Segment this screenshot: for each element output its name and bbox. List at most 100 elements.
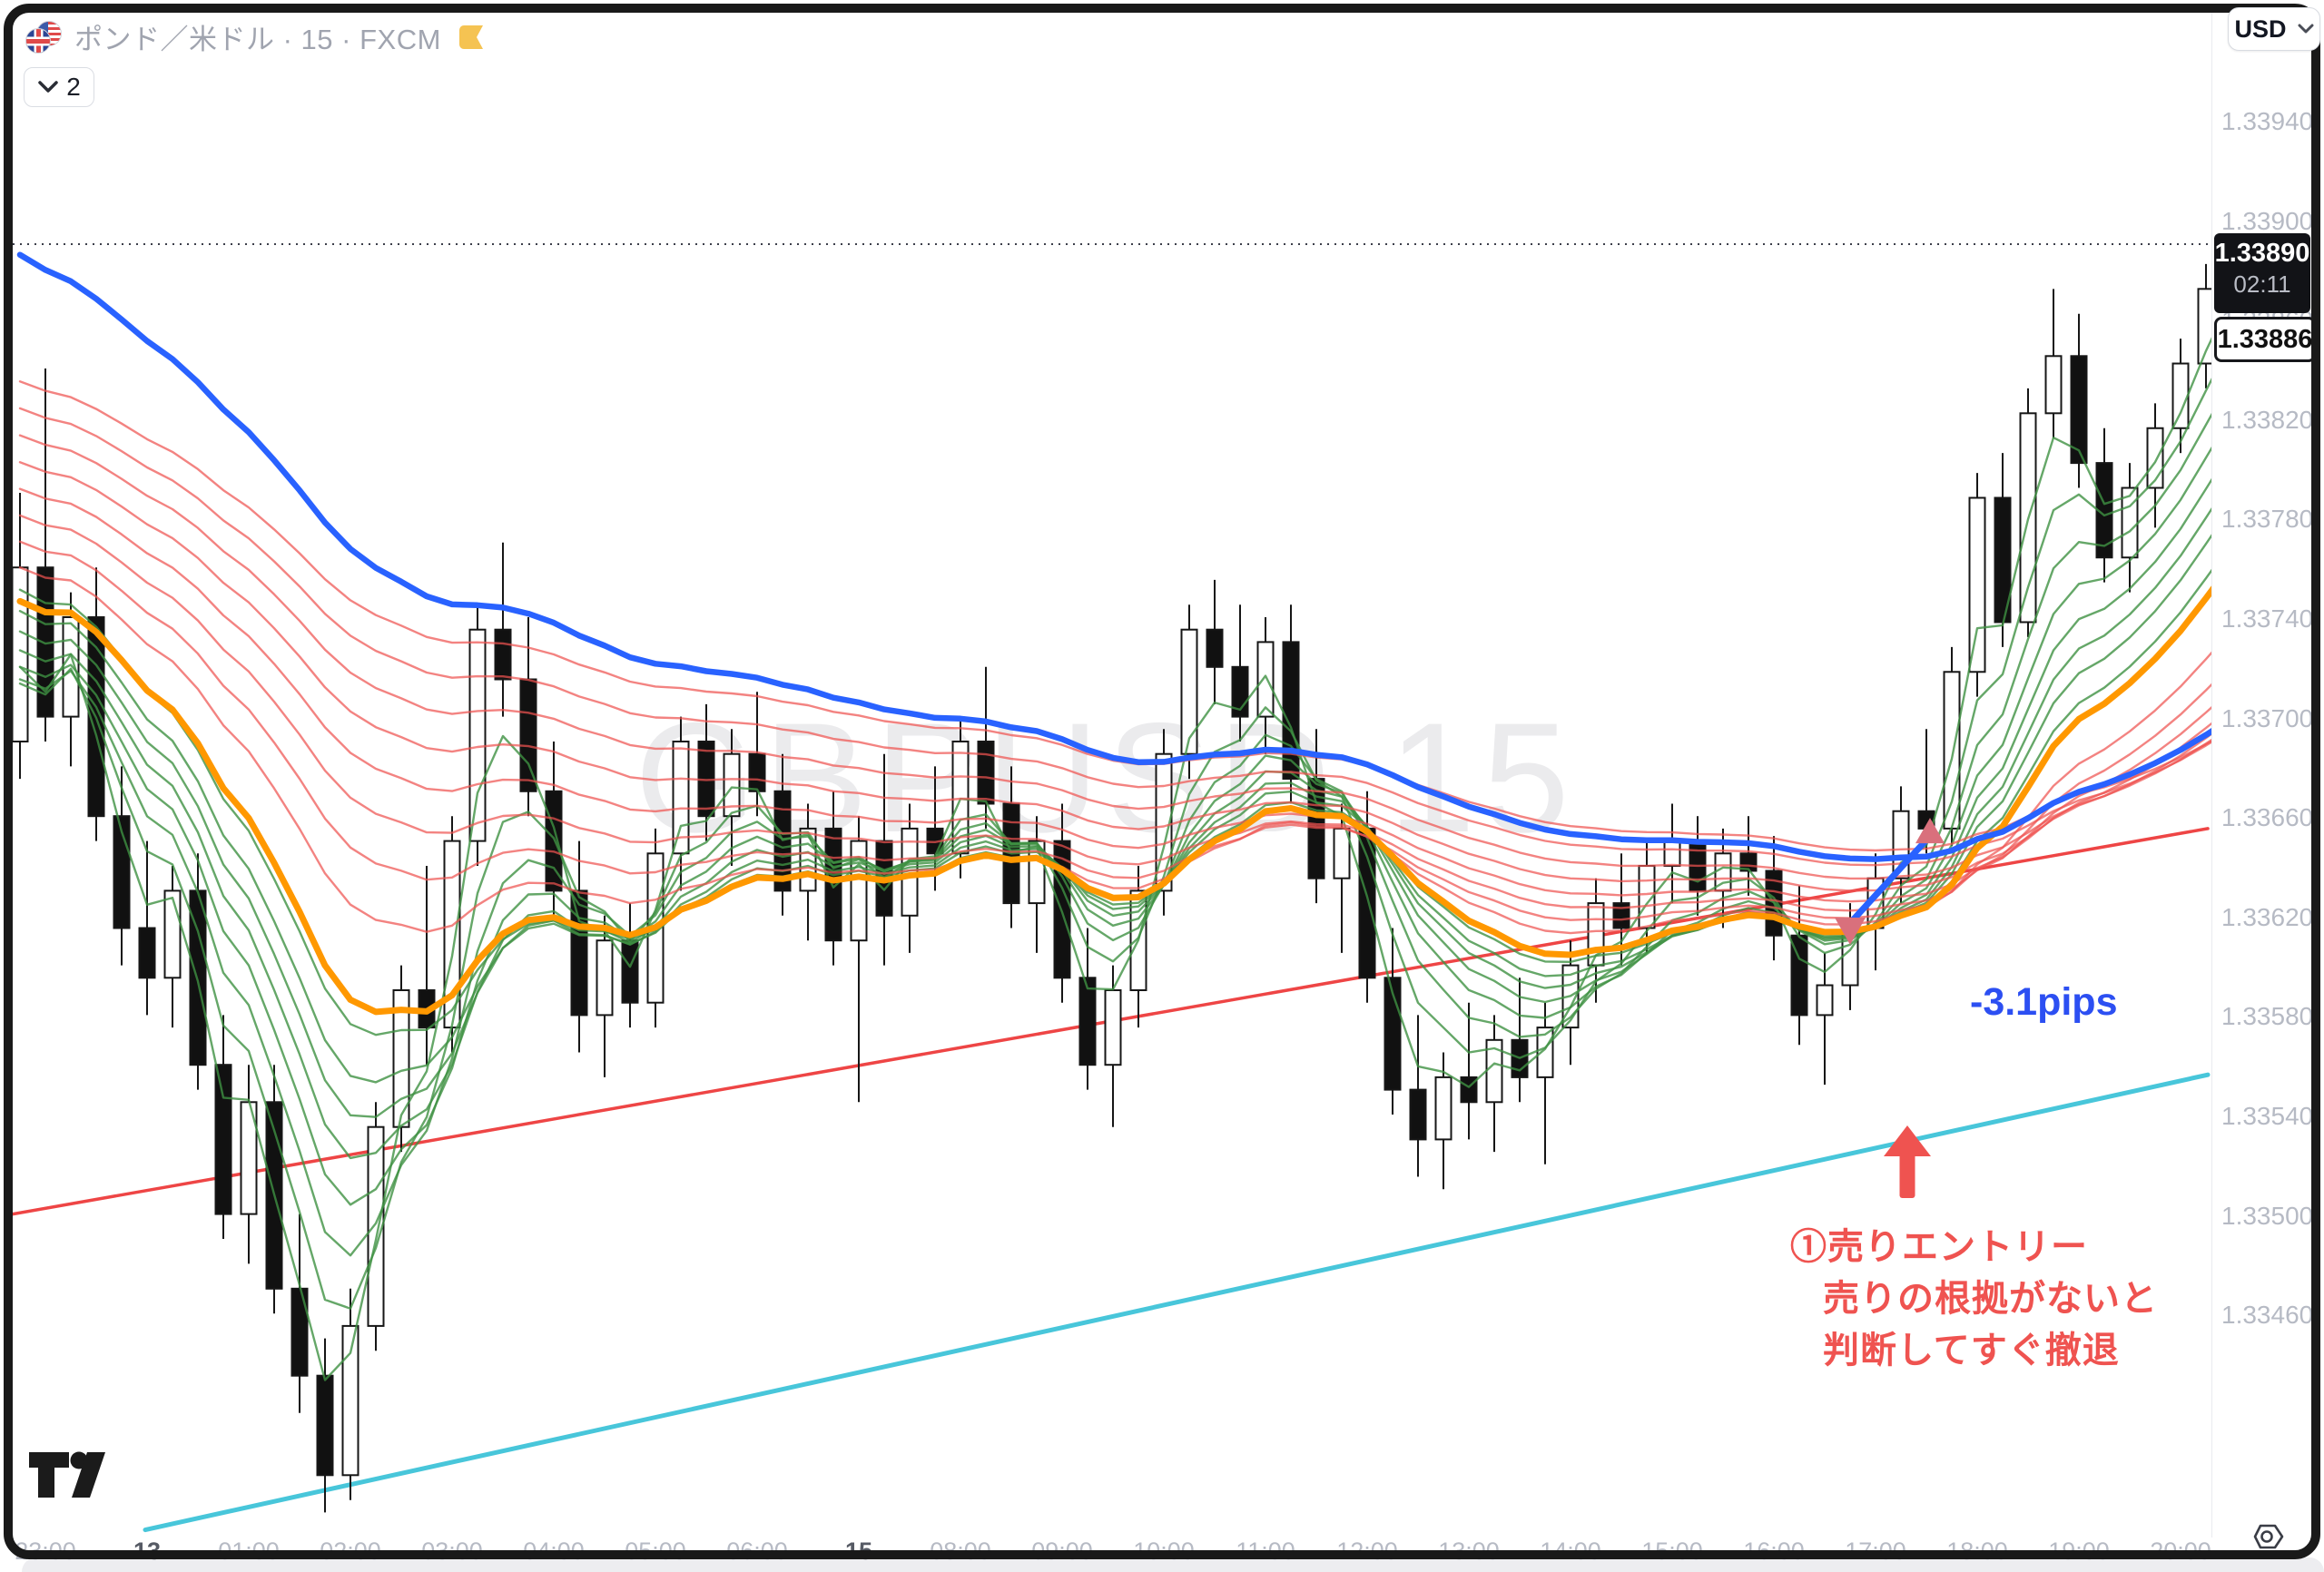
time-axis[interactable]: 23:00 13 01:00 02:00 03:00 04:00 05:00 06:00 15 0…	[13, 1534, 2211, 1565]
background-window-edge	[22, 1557, 2324, 1572]
price-tick-label: 1.33940	[2221, 107, 2314, 135]
candle-up	[468, 628, 487, 842]
price-tick-label: 1.33460	[2221, 1301, 2314, 1330]
time-tick-label: 08:00	[930, 1538, 991, 1565]
candle-down	[1612, 902, 1630, 929]
candle-up	[723, 752, 741, 818]
sell-entry-marker[interactable]	[1835, 918, 1866, 946]
up-arrow-icon	[1884, 1125, 1931, 1156]
bar-countdown: 02:11	[2233, 270, 2291, 298]
candle-up	[1943, 671, 1961, 830]
candle-down	[1078, 977, 1097, 1066]
gbpusd-flags-icon	[25, 20, 62, 54]
time-tick-label: 20:00	[2150, 1538, 2211, 1565]
time-tick-label: 04:00	[523, 1538, 585, 1565]
price-tick-label: 1.33780	[2221, 505, 2314, 534]
candle-up	[1536, 1027, 1554, 1078]
price-tick-label: 1.33580	[2221, 1002, 2314, 1031]
candle-down	[1409, 1088, 1427, 1141]
gear-icon[interactable]	[2251, 1521, 2288, 1552]
price-tick-label: 1.33900	[2221, 206, 2314, 235]
delayed-flag-icon[interactable]	[458, 24, 485, 51]
time-tick-label: 02:00	[320, 1538, 381, 1565]
green-ema-ribbon	[18, 568, 2211, 1037]
candle-down	[621, 939, 639, 1004]
candle-down	[214, 1064, 232, 1215]
symbol-title: ポンド／米ドル · 15 · FXCM	[74, 24, 441, 55]
time-tick-label: 16:00	[1743, 1538, 1805, 1565]
price-tick-label: 1.33540	[2221, 1102, 2314, 1130]
time-tick-label: 06:00	[726, 1538, 788, 1565]
candle-up	[367, 1125, 385, 1327]
time-tick-label: 12:00	[1336, 1538, 1398, 1565]
candle-down	[138, 927, 156, 979]
currency-label: USD	[2234, 15, 2287, 43]
price-tick-label: 1.33660	[2221, 803, 2314, 832]
entry-note-line: 売りの根拠がないと	[1823, 1279, 2158, 1319]
time-tick-label: 19:00	[2048, 1538, 2110, 1565]
cyan-trendline[interactable]	[143, 1072, 2211, 1533]
time-tick-label: 05:00	[625, 1538, 686, 1565]
time-tick-label: 17:00	[1845, 1538, 1906, 1565]
candle-up	[850, 840, 868, 942]
red-ema-ribbon	[18, 514, 2211, 912]
candle-down	[570, 889, 588, 1017]
green-ema-ribbon	[18, 446, 2211, 1206]
time-tick-label: 13:00	[1438, 1538, 1500, 1565]
time-tick-label: 13	[133, 1538, 162, 1565]
entry-note-line: ①売りエントリー	[1790, 1227, 2088, 1267]
pips-result-label: -3.1pips	[1970, 980, 2118, 1024]
time-tick-label: 23:00	[15, 1538, 76, 1565]
candle-down	[1206, 628, 1224, 668]
chart-pane[interactable]	[13, 13, 2211, 1538]
candle-up	[1256, 641, 1275, 718]
candle-up	[1816, 984, 1834, 1017]
trade-line[interactable]	[1846, 832, 1934, 927]
red-ema-ribbon	[18, 487, 2211, 903]
time-tick-label: 11:00	[1236, 1538, 1295, 1565]
price-tick-label: 1.33500	[2221, 1201, 2314, 1230]
up-arrow-icon	[1899, 1153, 1915, 1198]
candle-up	[341, 1324, 359, 1477]
time-tick-label: 10:00	[1133, 1538, 1195, 1565]
currency-dropdown[interactable]: USD	[2228, 7, 2320, 51]
price-tick-label: 1.33740	[2221, 604, 2314, 633]
candle-up	[596, 939, 614, 1017]
red-ema-ribbon	[18, 434, 2211, 880]
entry-note: ①売りエントリー 売りの根拠がないと 判断してすぐ撤退	[1790, 1222, 2158, 1377]
candle-down	[494, 628, 512, 681]
candle-down	[977, 741, 995, 805]
legend-collapse-button[interactable]: 2	[24, 67, 94, 107]
time-tick-label: 14:00	[1540, 1538, 1601, 1565]
price-axis-separator	[2211, 13, 2212, 1538]
candle-up	[1434, 1076, 1452, 1141]
price-tick-label: 1.33620	[2221, 902, 2314, 931]
chevron-down-icon	[2298, 24, 2313, 34]
candle-down	[2070, 355, 2088, 465]
time-tick-label: 01:00	[218, 1538, 280, 1565]
bid-price-box: 1.33886	[2214, 317, 2316, 362]
exit-marker[interactable]	[1915, 818, 1945, 844]
red-ema-ribbon	[18, 540, 2211, 921]
chevron-down-icon	[38, 81, 58, 93]
indicator-count: 2	[66, 73, 81, 101]
red-ema-ribbon	[18, 407, 2211, 867]
time-tick-label: 15	[844, 1538, 873, 1565]
candle-up	[1104, 989, 1122, 1066]
candle-up	[1968, 496, 1986, 673]
red-ema-ribbon	[18, 566, 2211, 935]
symbol-legend: ポンド／米ドル · 15 · FXCM	[25, 16, 485, 57]
candle-down	[824, 827, 842, 942]
time-tick-label: 03:00	[421, 1538, 483, 1565]
time-tick-label: 15:00	[1641, 1538, 1703, 1565]
green-ema-ribbon	[18, 412, 2211, 1257]
last-price-badge: 1.33890 02:11	[2214, 233, 2310, 313]
price-tick-label: 1.33700	[2221, 703, 2314, 732]
red-ema-ribbon	[18, 380, 2211, 852]
tradingview-logo[interactable]	[27, 1450, 107, 1499]
candle-up	[2171, 362, 2190, 429]
candle-down	[316, 1374, 334, 1477]
price-tick-label: 1.33820	[2221, 405, 2314, 434]
candle-down	[748, 752, 766, 792]
